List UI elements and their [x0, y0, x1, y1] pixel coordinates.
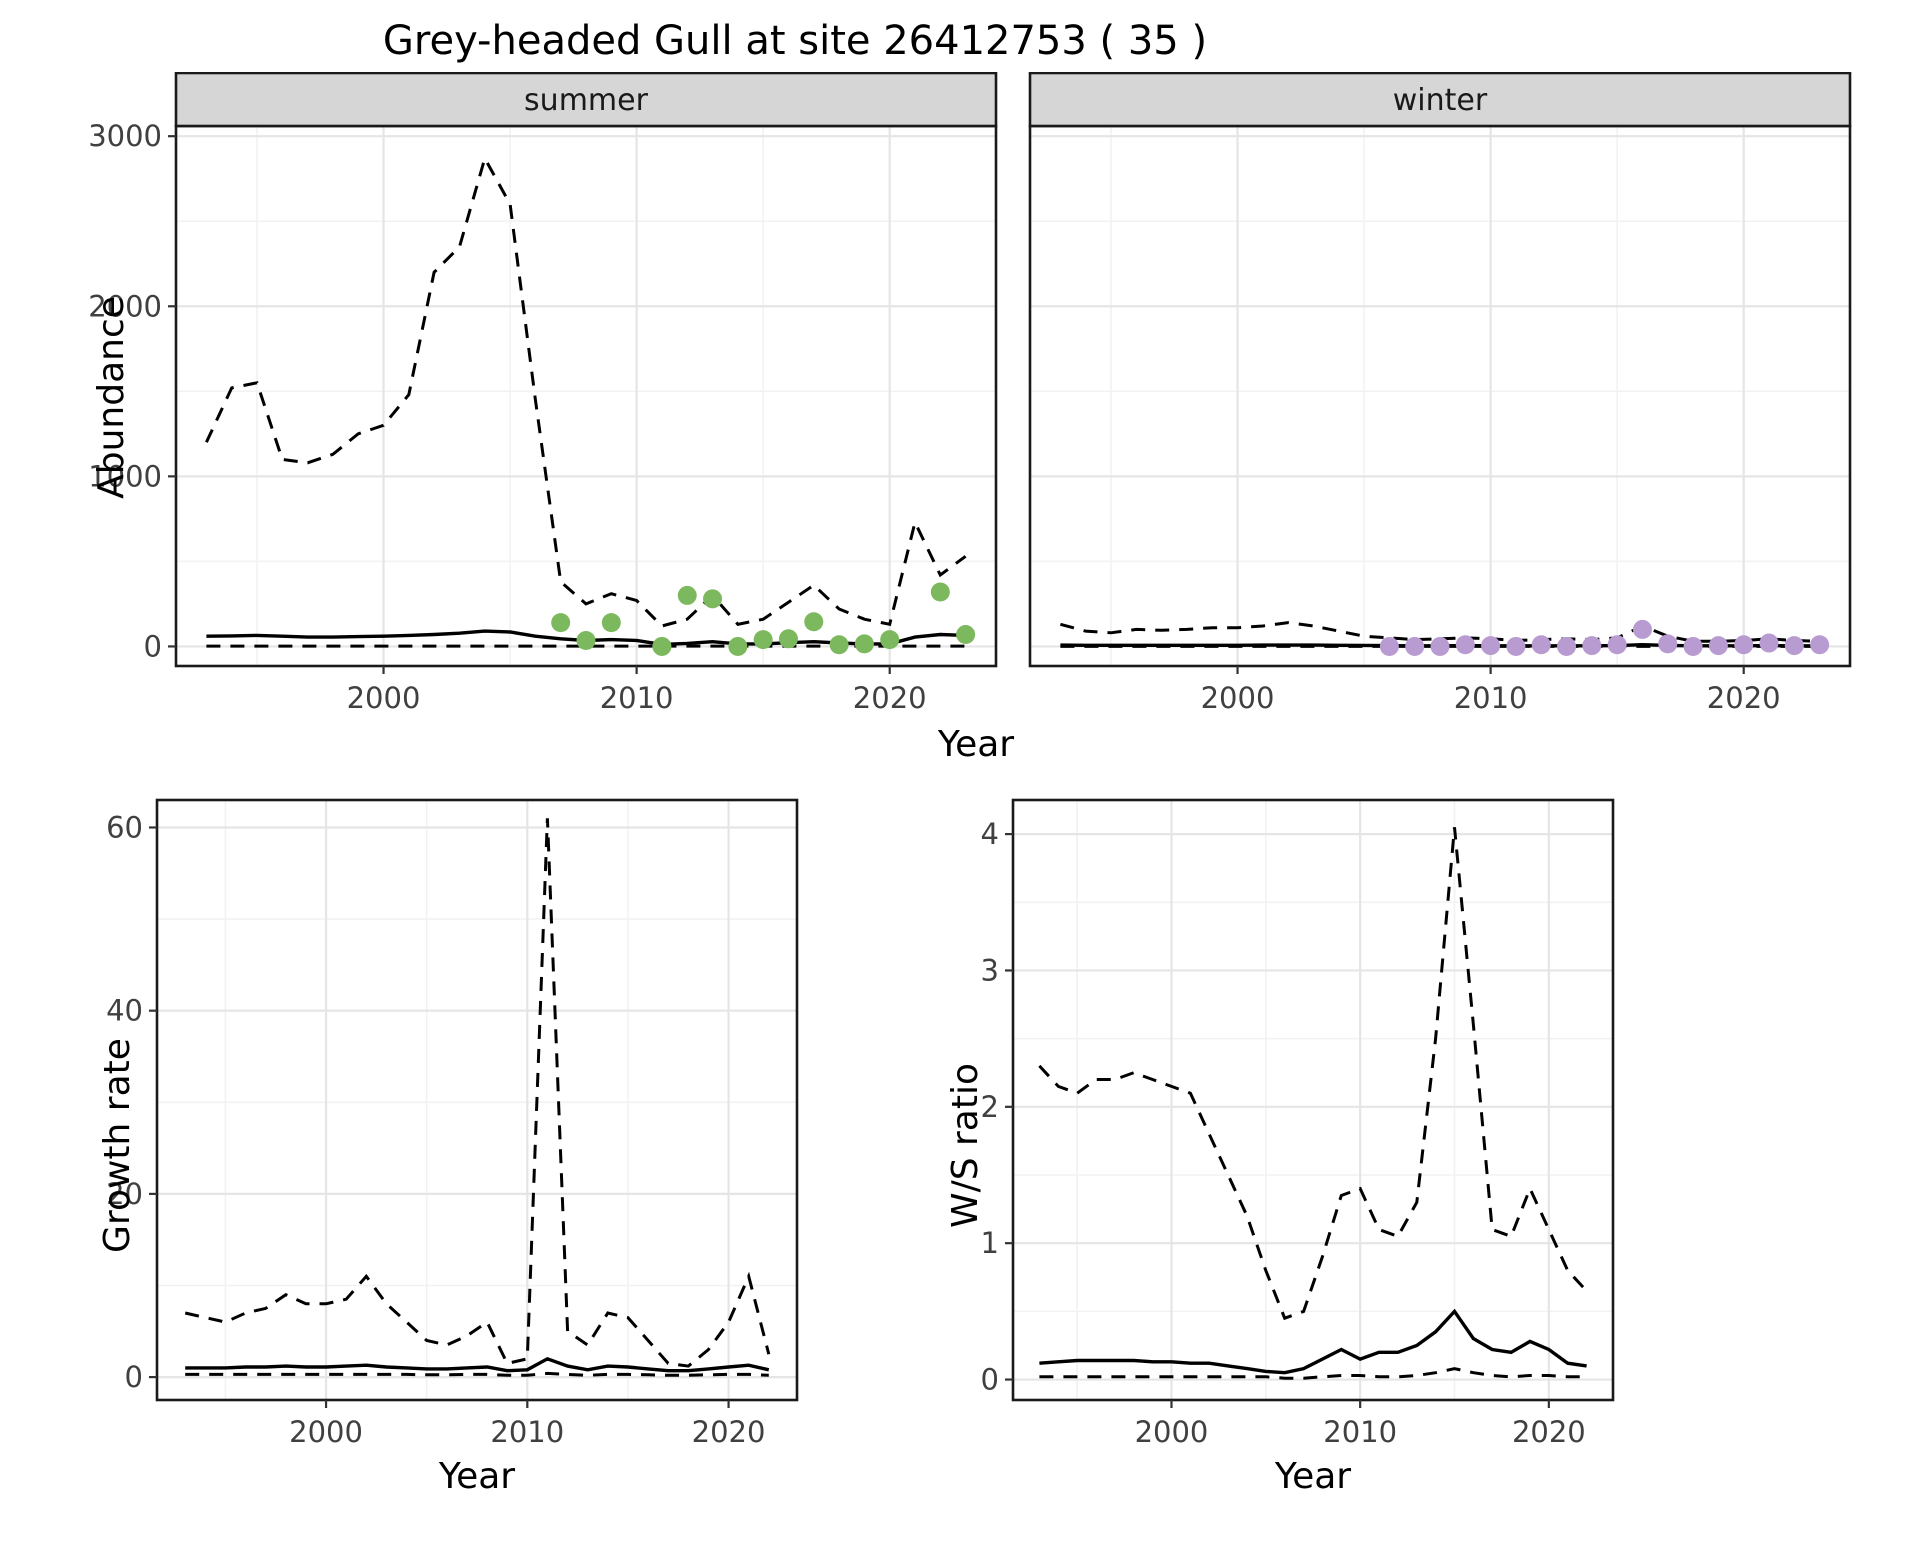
ws-ratio-panel: 2000 2010 2020 0 1 2 3 4	[981, 798, 1615, 1449]
svg-text:2000: 2000	[1201, 681, 1275, 715]
svg-text:40: 40	[106, 994, 143, 1028]
abundance-axis-title: Abundance	[10, 72, 132, 722]
abundance-row: Abundance summer 2000 2010 2020 0 1000 2000 300…	[10, 72, 1910, 722]
svg-text:2020: 2020	[1707, 681, 1781, 715]
ws-ratio-axis-title: W/S ratio	[883, 786, 986, 1504]
svg-text:summer: summer	[524, 83, 649, 118]
ws-ratio-axis-title-text: W/S ratio	[945, 1062, 987, 1228]
svg-text:2020: 2020	[1512, 1415, 1586, 1449]
ws-x-axis-title: Year	[1274, 1456, 1352, 1497]
svg-text:2000: 2000	[88, 289, 162, 323]
svg-text:4: 4	[981, 817, 999, 851]
svg-text:1: 1	[981, 1226, 999, 1260]
svg-text:0: 0	[144, 629, 162, 663]
abundance-winter-panel: winter 2000 2010 2020	[1028, 72, 1852, 715]
growth-rate-axis-title-text: Growth rate	[96, 1037, 138, 1253]
abundance-summer-panel: summer 2000 2010 2020 0 1000 2000 3000	[88, 72, 998, 715]
growth-rate-axis-title: Growth rate	[10, 786, 138, 1504]
svg-text:2010: 2010	[490, 1415, 564, 1449]
svg-text:2000: 2000	[1135, 1415, 1209, 1449]
svg-text:3: 3	[981, 953, 999, 987]
svg-text:2010: 2010	[600, 681, 674, 715]
svg-text:winter: winter	[1393, 83, 1488, 118]
growth-rate-subplot: Growth rate 2000 2010 2020 0 20 40 60 Year	[10, 786, 813, 1504]
ws-ratio-subplot: W/S ratio 2000 2010 2020 0 1 2 3 4 Year	[883, 786, 1629, 1504]
abundance-axis-title-text: Abundance	[90, 295, 132, 499]
svg-text:2020: 2020	[692, 1415, 766, 1449]
growth-rate-panel: 2000 2010 2020 0 20 40 60	[106, 798, 799, 1449]
svg-text:2020: 2020	[853, 681, 927, 715]
svg-text:2010: 2010	[1454, 681, 1528, 715]
svg-text:1000: 1000	[88, 459, 162, 493]
svg-text:2000: 2000	[289, 1415, 363, 1449]
bottom-row: Growth rate 2000 2010 2020 0 20 40 60 Year W/S…	[10, 786, 1910, 1504]
svg-text:0: 0	[981, 1363, 999, 1397]
svg-text:2000: 2000	[347, 681, 421, 715]
svg-text:2: 2	[981, 1090, 999, 1124]
svg-text:0: 0	[125, 1360, 143, 1394]
figure-title: Grey-headed Gull at site 26412753 ( 35 )	[382, 18, 1208, 64]
svg-text:3000: 3000	[88, 119, 162, 153]
svg-text:60: 60	[106, 810, 143, 844]
svg-text:2010: 2010	[1323, 1415, 1397, 1449]
svg-text:20: 20	[106, 1177, 143, 1211]
top-x-axis-title: Year	[937, 724, 1015, 765]
growth-x-axis-title: Year	[438, 1456, 516, 1497]
